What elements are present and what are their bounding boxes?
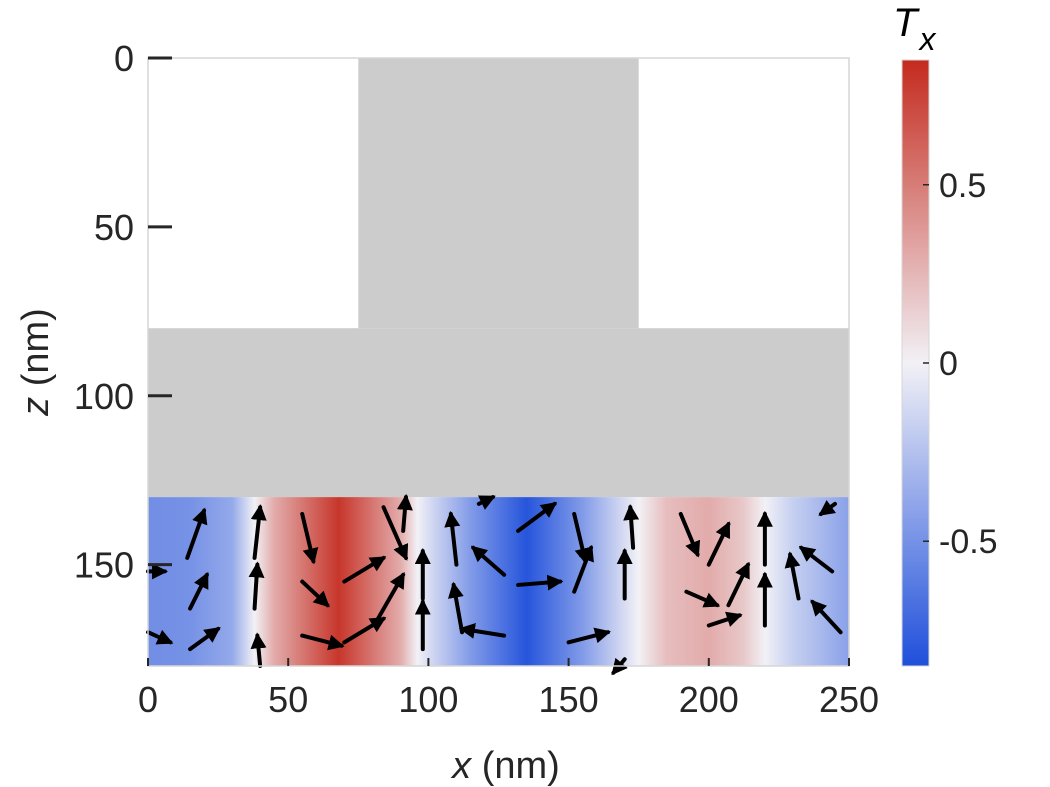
geometry-layer [148,58,849,498]
vector-arrow [678,512,701,558]
vector-arrow [188,626,221,652]
vector-arrow [684,589,721,608]
vector-arrow [342,555,387,584]
vector-arrow [375,572,406,621]
vector-arrow [566,627,611,645]
x-tick-label: 150 [539,679,599,720]
vector-arrow [516,574,564,591]
vector-arrow [706,611,743,628]
x-axis-unit: (nm) [471,745,560,787]
x-tick-label: 0 [138,679,158,720]
geometry-slab [148,328,849,498]
x-tick-label: 200 [679,679,739,720]
y-axis-unit: (nm) [15,308,57,397]
vector-arrow [146,629,174,645]
y-axis-var: z [15,397,57,417]
x-axis-label: x (nm) [450,745,560,787]
vector-arrow [458,622,507,639]
y-tick-label: 150 [74,545,134,586]
colorbar: -0.5 0 0.5 Tx [893,1,998,667]
vector-arrow [300,633,345,651]
vector-arrow [623,504,640,550]
vector-arrow [300,579,330,608]
vector-arrow [250,632,267,668]
y-tick-label: 100 [74,376,134,417]
vector-arrow [476,495,496,510]
x-tick-label: 100 [398,679,458,720]
colorbar-tick-label: -0.5 [939,523,998,561]
vector-arrow [470,545,507,577]
x-axis-var: x [450,745,473,787]
colorbar-tick-label: 0 [939,345,958,383]
colorbar-title-sub: x [917,21,936,57]
y-axis-ticks: 0 50 100 150 [74,38,172,586]
vector-arrow [784,551,801,601]
vector-arrow [726,561,751,608]
vector-arrow [185,507,208,560]
colorbar-title: Tx [893,1,936,57]
vector-arrow [810,599,843,635]
vector-arrow [300,512,319,565]
x-tick-label: 50 [268,679,308,720]
arrow-layer [146,493,843,676]
vector-arrow [516,501,558,533]
y-tick-label: 50 [94,207,134,248]
vector-arrow [706,521,731,567]
vector-arrow [798,545,835,574]
colorbar-ticks: -0.5 0 0.5 [923,167,998,561]
colorbar-title-main: T [893,1,920,45]
vector-arrow [818,500,837,516]
plot-frame [147,57,850,667]
field-heatmap [148,497,849,666]
vector-arrow [444,510,461,567]
y-axis-label: z (nm) [15,308,57,417]
vector-arrow [250,504,267,560]
vector-arrow [248,561,265,611]
vector-arrow [572,512,591,565]
x-tick-label: 250 [819,679,879,720]
plot-area [146,57,850,676]
y-tick-label: 0 [114,38,134,79]
vector-arrow [342,616,387,645]
colorbar-tick-label: 0.5 [939,167,986,205]
vector-arrow [188,571,209,611]
vector-arrow [381,505,409,561]
geometry-stem [358,58,639,329]
vector-arrow [396,493,413,533]
x-axis-ticks: 0 50 100 150 200 250 [138,658,879,720]
